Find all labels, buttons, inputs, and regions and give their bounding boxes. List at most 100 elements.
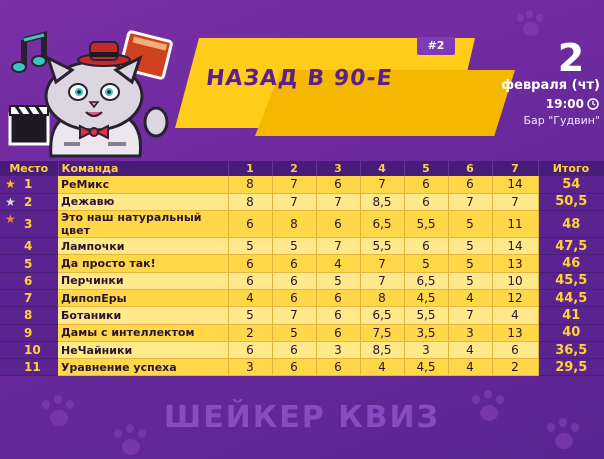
place-cell: ★ 2 [0, 193, 58, 212]
team-name: Дежавю [58, 193, 229, 212]
round-score-cell: 3 [448, 324, 493, 342]
brand-logo: ШЕЙКЕР КВИЗ [164, 400, 440, 435]
column-header-total: Итого [538, 161, 604, 176]
place-number: 4 [24, 239, 33, 254]
star-icon: ★ [5, 212, 16, 227]
round-score-cell: 6 [272, 254, 317, 273]
paw-icon [470, 390, 506, 426]
total-score-cell: 50,5 [538, 193, 604, 212]
place-number: 5 [24, 256, 33, 271]
results-table: Место Команда 1 2 3 4 5 6 7 Итого ★ 1 РеМи… [0, 161, 604, 377]
round-score-cell: 7 [492, 193, 539, 212]
place-cell: ★ 3 [0, 210, 58, 239]
team-name: Ботаники [58, 306, 229, 325]
table-row: 8 Ботаники 5 7 6 6,5 5,5 7 4 41 [0, 306, 604, 325]
round-score-cell: 7 [360, 254, 405, 273]
total-score-cell: 44,5 [538, 289, 604, 308]
table-row: 10 НеЧайники 6 6 3 8,5 3 4 6 36,5 [0, 341, 604, 360]
place-cell: 7 [0, 289, 58, 308]
round-score-cell: 6 [228, 272, 273, 290]
round-score-cell: 4 [448, 341, 493, 360]
round-score-cell: 13 [492, 254, 539, 273]
column-header-round-2: 2 [272, 161, 317, 176]
place-number: 9 [24, 325, 33, 340]
star-icon: ★ [5, 194, 16, 209]
round-score-cell: 6 [228, 341, 273, 360]
round-score-cell: 5 [228, 306, 273, 325]
total-score-cell: 48 [538, 210, 604, 239]
round-score-cell: 4 [360, 358, 405, 377]
round-score-cell: 5,5 [404, 306, 449, 325]
round-score-cell: 6 [228, 210, 273, 239]
round-score-cell: 5 [448, 210, 493, 239]
column-header-round-6: 6 [448, 161, 493, 176]
round-score-cell: 5 [228, 237, 273, 256]
round-score-cell: 7 [316, 237, 361, 256]
total-score-cell: 46 [538, 254, 604, 273]
round-score-cell: 6 [316, 306, 361, 325]
round-score-cell: 2 [228, 324, 273, 342]
round-score-cell: 6 [316, 358, 361, 377]
round-score-cell: 11 [492, 210, 539, 239]
round-score-cell: 7 [448, 193, 493, 212]
total-score-cell: 54 [538, 176, 604, 194]
round-score-cell: 8 [360, 289, 405, 308]
round-score-cell: 5 [448, 254, 493, 273]
round-score-cell: 6 [404, 176, 449, 194]
event-month: февраля (чт) [501, 78, 600, 93]
team-name: Перчинки [58, 272, 229, 290]
round-score-cell: 6 [316, 176, 361, 194]
place-number: 10 [24, 343, 41, 358]
round-score-cell: 6 [448, 176, 493, 194]
round-score-cell: 6 [272, 358, 317, 377]
round-score-cell: 2 [492, 358, 539, 377]
music-note-icon [11, 31, 47, 73]
place-cell: 8 [0, 306, 58, 325]
paw-icon [40, 395, 76, 431]
round-score-cell: 7 [360, 176, 405, 194]
column-header-round-3: 3 [316, 161, 361, 176]
table-row: ★ 1 РеМикс 8 7 6 7 6 6 14 54 [0, 176, 604, 194]
place-number: 7 [24, 291, 33, 306]
round-score-cell: 6 [316, 289, 361, 308]
clapperboard-icon [8, 105, 50, 146]
round-score-cell: 3,5 [404, 324, 449, 342]
round-score-cell: 14 [492, 237, 539, 256]
round-score-cell: 6,5 [404, 272, 449, 290]
place-cell: 9 [0, 324, 58, 342]
total-score-cell: 47,5 [538, 237, 604, 256]
place-cell: 11 [0, 358, 58, 377]
round-score-cell: 7 [316, 193, 361, 212]
table-row: 5 Да просто так! 6 6 4 7 5 5 13 46 [0, 254, 604, 273]
team-name: ДипопЕры [58, 289, 229, 308]
round-score-cell: 6,5 [360, 306, 405, 325]
column-header-round-5: 5 [404, 161, 449, 176]
column-header-round-4: 4 [360, 161, 405, 176]
round-score-cell: 5,5 [404, 210, 449, 239]
round-score-cell: 14 [492, 176, 539, 194]
round-score-cell: 5 [448, 237, 493, 256]
place-number: 1 [24, 177, 33, 192]
total-score-cell: 45,5 [538, 272, 604, 290]
round-score-cell: 5,5 [360, 237, 405, 256]
total-score-cell: 41 [538, 306, 604, 325]
round-score-cell: 3 [316, 341, 361, 360]
round-score-cell: 8,5 [360, 341, 405, 360]
round-score-cell: 8 [228, 176, 273, 194]
event-time: 19:00 [545, 97, 584, 111]
table-row: 7 ДипопЕры 4 6 6 8 4,5 4 12 44,5 [0, 289, 604, 308]
round-score-cell: 5 [316, 272, 361, 290]
round-score-cell: 6 [272, 272, 317, 290]
table-row: 6 Перчинки 6 6 5 7 6,5 5 10 45,5 [0, 272, 604, 290]
round-score-cell: 4 [448, 358, 493, 377]
team-name: НеЧайники [58, 341, 229, 360]
table-row: ★ 3 Это наш натуральный цвет 6 8 6 6,5 5,5 5 11 48 [0, 210, 604, 239]
round-score-cell: 7 [272, 176, 317, 194]
round-score-cell: 4 [492, 306, 539, 325]
round-score-cell: 7 [272, 306, 317, 325]
round-score-cell: 6 [316, 210, 361, 239]
event-venue: Бар "Гудвин" [523, 114, 600, 127]
round-score-cell: 6 [272, 341, 317, 360]
paw-icon [545, 418, 581, 454]
round-score-cell: 4 [316, 254, 361, 273]
